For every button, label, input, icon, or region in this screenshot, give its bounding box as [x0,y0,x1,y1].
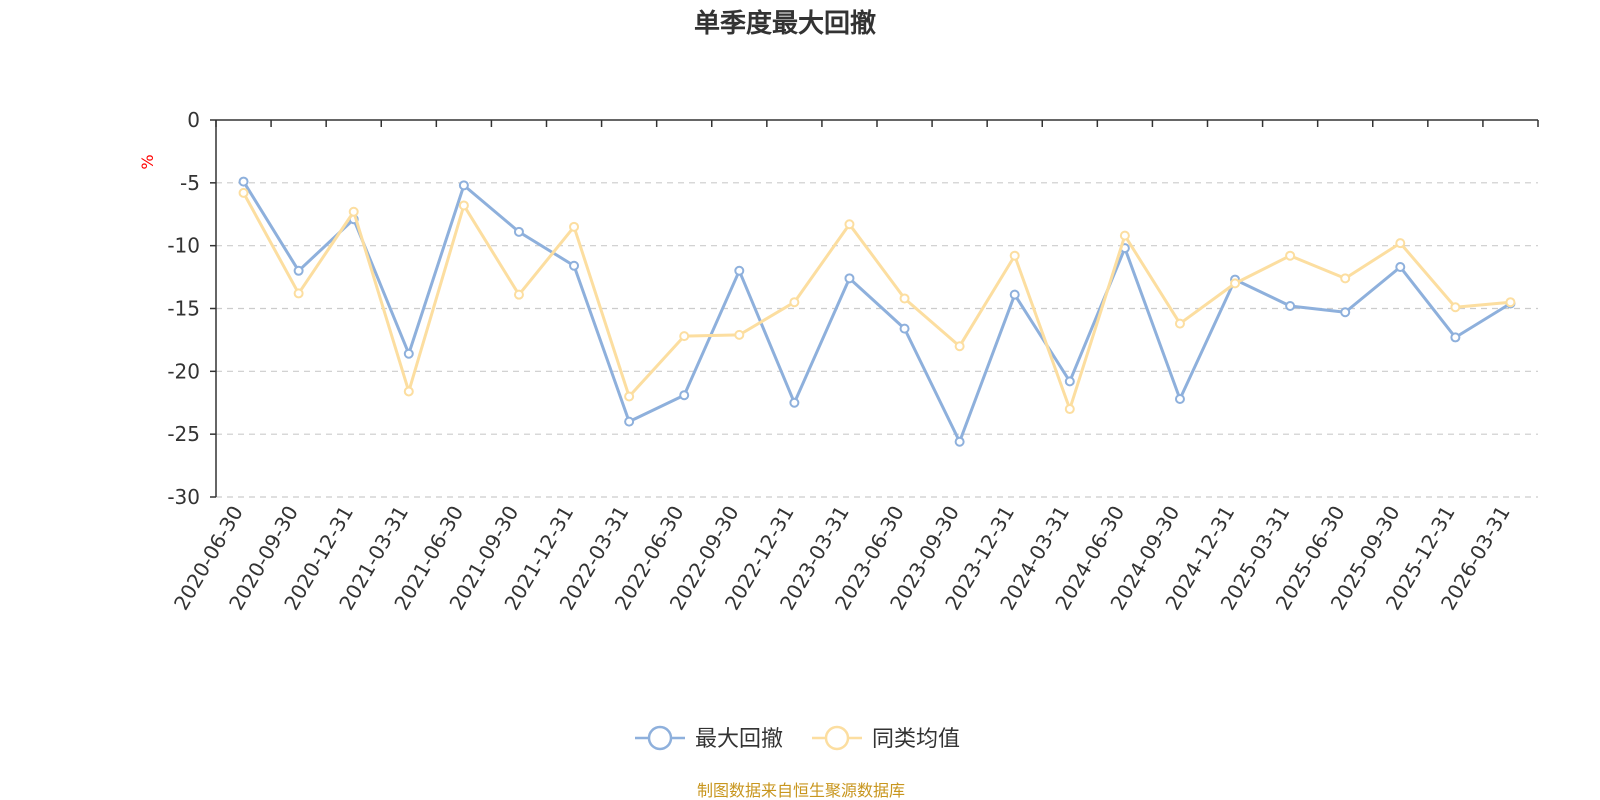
data-point[interactable] [1009,250,1020,261]
data-point[interactable] [899,323,910,334]
data-point[interactable] [789,397,800,408]
data-point[interactable] [1064,376,1075,387]
legend-item-1[interactable]: 同类均值 [812,725,960,752]
data-point[interactable] [513,226,524,237]
grid [216,182,1538,498]
data-point[interactable] [1450,302,1461,313]
data-point[interactable] [403,386,414,397]
legend-marker-icon [647,725,673,751]
y-tick-label: 0 [187,108,200,132]
data-point[interactable] [1505,297,1516,308]
data-point[interactable] [458,180,469,191]
legend-label: 最大回撤 [695,727,783,752]
data-point[interactable] [1119,230,1130,241]
data-point[interactable] [513,289,524,300]
data-point[interactable] [624,416,635,427]
data-point[interactable] [403,348,414,359]
legend-label: 同类均值 [872,727,960,752]
data-point[interactable] [458,200,469,211]
data-point[interactable] [679,390,690,401]
data-point[interactable] [1450,332,1461,343]
y-tick-labels: 0 -5 -10 -15 -20 -25 -30 [167,108,200,509]
data-point[interactable] [1340,273,1351,284]
data-point[interactable] [1285,300,1296,311]
source-note: 制图数据来自恒生聚源数据库 [697,781,905,800]
data-point[interactable] [624,391,635,402]
data-point[interactable] [293,288,304,299]
y-axis-unit: % [138,154,157,169]
data-point[interactable] [679,331,690,342]
data-point[interactable] [734,329,745,340]
data-point[interactable] [1340,307,1351,318]
data-point[interactable] [954,341,965,352]
data-point[interactable] [899,293,910,304]
data-point[interactable] [1285,250,1296,261]
series-line-0 [242,180,1512,444]
y-tick-label: -10 [167,234,200,258]
data-point[interactable] [734,265,745,276]
data-point[interactable] [1009,289,1020,300]
data-point[interactable] [1395,238,1406,249]
data-point[interactable] [844,219,855,230]
data-point[interactable] [1230,278,1241,289]
data-point[interactable] [569,221,580,232]
x-tick-labels: 2020-06-302020-09-302020-12-312021-03-31… [169,501,1515,614]
data-point[interactable] [293,265,304,276]
series-line-1 [242,192,1511,411]
data-point[interactable] [238,176,249,187]
axes [210,119,1539,498]
data-point[interactable] [348,206,359,217]
y-tick-label: -5 [180,171,200,195]
y-tick-label: -20 [167,359,200,383]
data-point[interactable] [1174,393,1185,404]
data-point[interactable] [1064,404,1075,415]
legend-marker-icon [824,725,850,751]
data-point[interactable] [844,273,855,284]
y-tick-label: -30 [167,485,200,509]
series [238,176,1516,447]
legend[interactable]: 最大回撤 同类均值 [635,725,960,752]
data-point[interactable] [1395,262,1406,273]
data-point[interactable] [1174,318,1185,329]
data-point[interactable] [789,297,800,308]
data-point[interactable] [954,436,965,447]
data-point[interactable] [238,187,249,198]
legend-item-0[interactable]: 最大回撤 [635,725,783,752]
y-tick-label: -15 [167,297,200,321]
chart-title: 单季度最大回撤 [694,8,876,39]
data-point[interactable] [569,260,580,271]
y-tick-label: -25 [167,422,200,446]
